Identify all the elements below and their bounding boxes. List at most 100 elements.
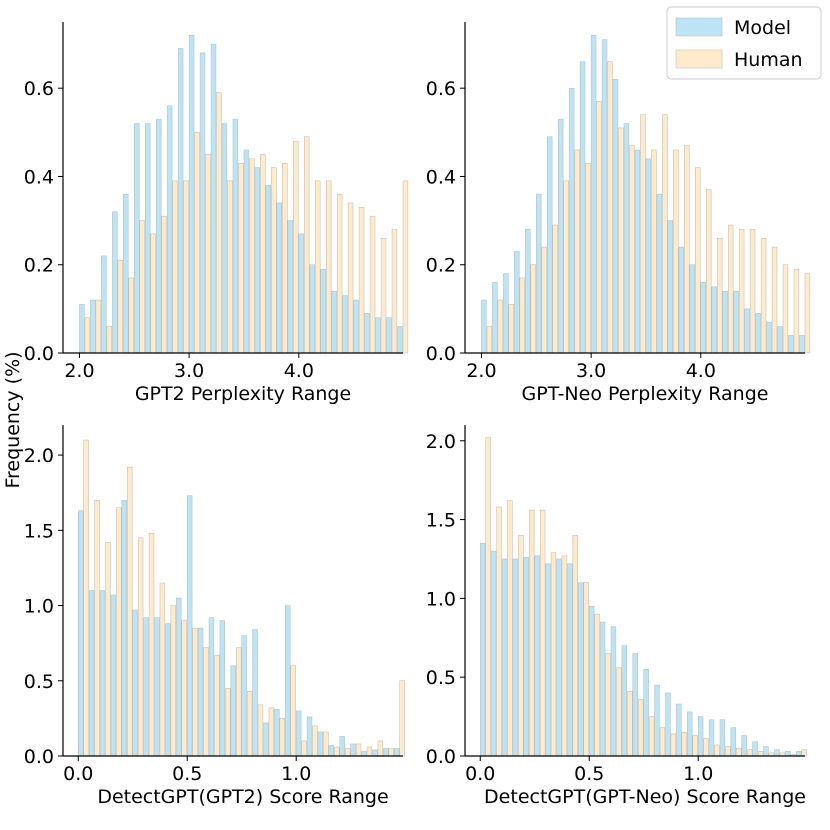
bar-human-17 bbox=[673, 149, 679, 354]
bar-model-5 bbox=[536, 193, 542, 354]
bar-model-27 bbox=[375, 317, 381, 354]
bar-model-8 bbox=[567, 563, 573, 757]
bar-model-1 bbox=[490, 550, 497, 757]
bar-model-2 bbox=[99, 590, 106, 757]
bar-model-13 bbox=[219, 620, 226, 757]
bar-model-2 bbox=[501, 558, 508, 757]
bar-model-22 bbox=[719, 719, 726, 757]
bar-model-18 bbox=[676, 703, 682, 757]
bar-model-21 bbox=[708, 719, 715, 757]
bar-human-13 bbox=[227, 180, 233, 354]
bar-human-17 bbox=[670, 733, 677, 757]
bar-model-20 bbox=[700, 282, 706, 354]
bar-model-23 bbox=[730, 727, 737, 757]
bar-model-16 bbox=[656, 193, 663, 354]
legend-label-human: Human bbox=[734, 49, 803, 71]
bar-model-19 bbox=[687, 711, 693, 757]
bar-human-25 bbox=[355, 743, 362, 757]
bar-model-3 bbox=[110, 594, 117, 757]
bar-human-23 bbox=[738, 229, 745, 354]
y-tick-label: 1.5 bbox=[426, 510, 456, 532]
bar-model-12 bbox=[208, 617, 215, 757]
bar-human-8 bbox=[574, 149, 580, 354]
bar-model-16 bbox=[654, 684, 660, 757]
bar-model-15 bbox=[243, 149, 250, 354]
x-tick-label: 2.0 bbox=[466, 360, 496, 382]
x-tick-label: 0.0 bbox=[63, 763, 93, 785]
bar-model-20 bbox=[295, 710, 302, 757]
bar-human-16 bbox=[659, 727, 666, 757]
bar-human-24 bbox=[749, 229, 756, 354]
bar-model-18 bbox=[678, 246, 684, 354]
bar-model-0 bbox=[481, 299, 487, 354]
bar-human-16 bbox=[257, 704, 264, 757]
bar-human-15 bbox=[651, 149, 657, 354]
bar-human-4 bbox=[128, 277, 134, 354]
bar-model-16 bbox=[254, 167, 261, 354]
bar-human-9 bbox=[181, 620, 187, 757]
bar-human-11 bbox=[203, 647, 209, 757]
y-tick-label: 1.0 bbox=[426, 588, 456, 610]
bar-human-0 bbox=[84, 317, 91, 354]
x-tick-label: 4.0 bbox=[686, 360, 716, 382]
bar-human-20 bbox=[304, 136, 310, 354]
bar-model-3 bbox=[112, 211, 118, 354]
y-tick-label: 0.2 bbox=[426, 255, 456, 277]
bar-human-0 bbox=[83, 439, 89, 757]
bar-model-27 bbox=[372, 749, 378, 757]
bar-human-6 bbox=[552, 224, 558, 354]
bar-human-11 bbox=[205, 154, 211, 354]
y-tick-label: 0.5 bbox=[24, 671, 54, 693]
y-tick-label: 0.6 bbox=[24, 78, 54, 100]
x-axis-title: GPT-Neo Perplexity Range bbox=[522, 383, 769, 405]
x-axis-title: GPT2 Perplexity Range bbox=[135, 383, 351, 405]
bar-human-26 bbox=[366, 746, 373, 757]
bar-model-25 bbox=[752, 741, 758, 757]
bar-model-19 bbox=[287, 220, 293, 354]
bar-human-25 bbox=[760, 238, 767, 354]
bar-human-2 bbox=[507, 500, 513, 757]
y-tick-label: 2.0 bbox=[426, 431, 456, 453]
y-tick-label: 1.0 bbox=[24, 596, 54, 618]
bar-human-29 bbox=[402, 180, 409, 354]
bar-model-8 bbox=[568, 87, 575, 354]
bar-model-9 bbox=[579, 61, 586, 354]
bar-human-24 bbox=[344, 748, 351, 757]
bar-model-16 bbox=[252, 629, 258, 757]
bar-human-1 bbox=[95, 299, 102, 354]
bar-human-2 bbox=[106, 326, 113, 354]
bar-model-13 bbox=[221, 123, 228, 354]
bar-model-1 bbox=[492, 282, 498, 354]
bar-human-1 bbox=[497, 299, 504, 354]
bar-model-25 bbox=[755, 313, 761, 354]
bar-human-19 bbox=[695, 167, 701, 354]
bar-model-4 bbox=[121, 499, 127, 757]
x-axis-title: DetectGPT(GPT2) Score Range bbox=[97, 786, 388, 808]
bar-human-27 bbox=[380, 238, 387, 354]
bar-human-3 bbox=[117, 260, 123, 354]
bar-human-18 bbox=[282, 162, 288, 354]
y-tick-label: 1.5 bbox=[24, 520, 54, 542]
bar-model-7 bbox=[557, 118, 564, 354]
bar-human-13 bbox=[629, 145, 635, 354]
bar-human-19 bbox=[290, 665, 296, 757]
bar-human-28 bbox=[388, 748, 394, 757]
bar-model-29 bbox=[394, 748, 400, 757]
bar-human-9 bbox=[183, 180, 189, 354]
bar-model-11 bbox=[197, 627, 204, 757]
bar-human-8 bbox=[172, 180, 178, 354]
bar-model-21 bbox=[309, 264, 315, 354]
bar-human-9 bbox=[583, 582, 589, 757]
bar-human-29 bbox=[804, 273, 811, 354]
bar-human-14 bbox=[238, 162, 244, 354]
x-tick-label: 1.0 bbox=[281, 763, 311, 785]
x-tick-label: 0.5 bbox=[172, 763, 202, 785]
bar-human-25 bbox=[757, 751, 764, 757]
bar-model-14 bbox=[634, 149, 641, 354]
bar-human-14 bbox=[638, 699, 644, 757]
bar-human-23 bbox=[736, 747, 742, 757]
bar-model-15 bbox=[643, 669, 649, 757]
bar-human-7 bbox=[561, 555, 568, 757]
